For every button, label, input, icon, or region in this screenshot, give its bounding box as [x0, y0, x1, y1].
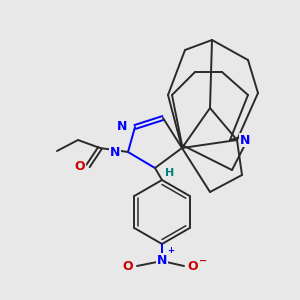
Text: N: N	[240, 134, 250, 146]
Text: +: +	[167, 246, 174, 255]
Text: N: N	[157, 254, 167, 266]
Text: N: N	[110, 146, 120, 158]
Text: O: O	[75, 160, 85, 172]
Text: O: O	[188, 260, 198, 272]
Text: N: N	[117, 121, 127, 134]
Text: H: H	[165, 168, 174, 178]
Text: −: −	[199, 256, 207, 266]
Text: O: O	[123, 260, 133, 272]
